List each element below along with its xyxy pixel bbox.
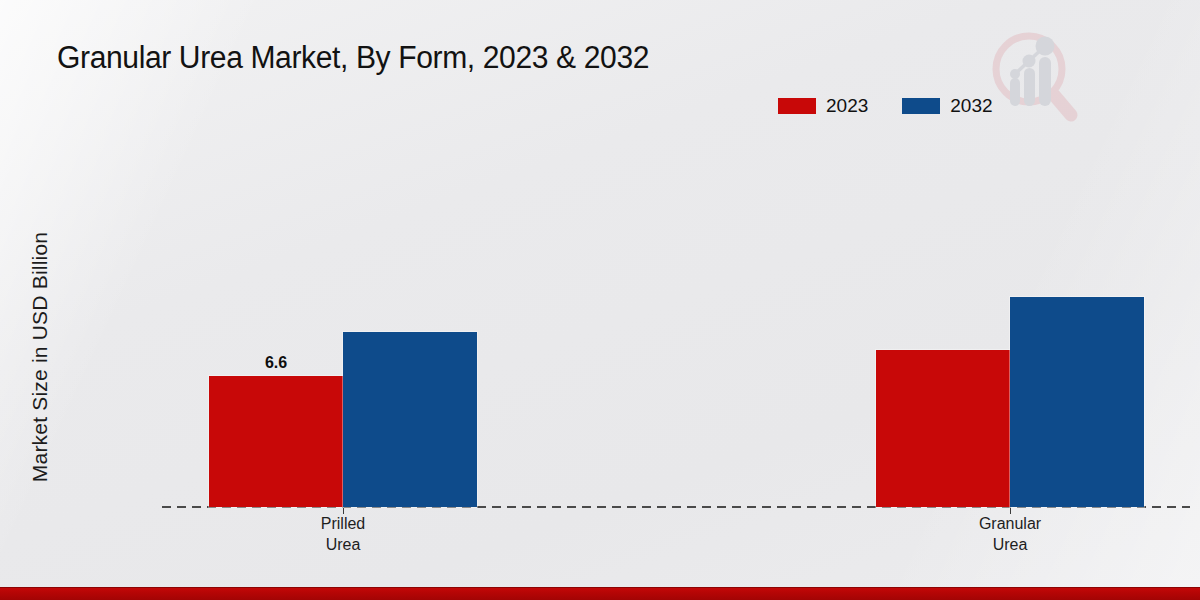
bar-value-label-2023-prilled-urea: 6.6	[209, 354, 343, 372]
category-label-prilled-urea: Prilled Urea	[223, 514, 463, 556]
bar-2023-prilled-urea	[209, 376, 343, 507]
chart-page: Granular Urea Market, By Form, 2023 & 20…	[0, 0, 1200, 600]
bar-2032-prilled-urea	[343, 332, 477, 507]
footer-accent-bar	[0, 587, 1200, 600]
magnifier-bar-chart-logo-icon	[991, 24, 1091, 124]
category-label-granular-urea: Granular Urea	[890, 514, 1130, 556]
bar-2023-granular-urea	[876, 350, 1010, 507]
bar-2032-granular-urea	[1010, 297, 1144, 507]
